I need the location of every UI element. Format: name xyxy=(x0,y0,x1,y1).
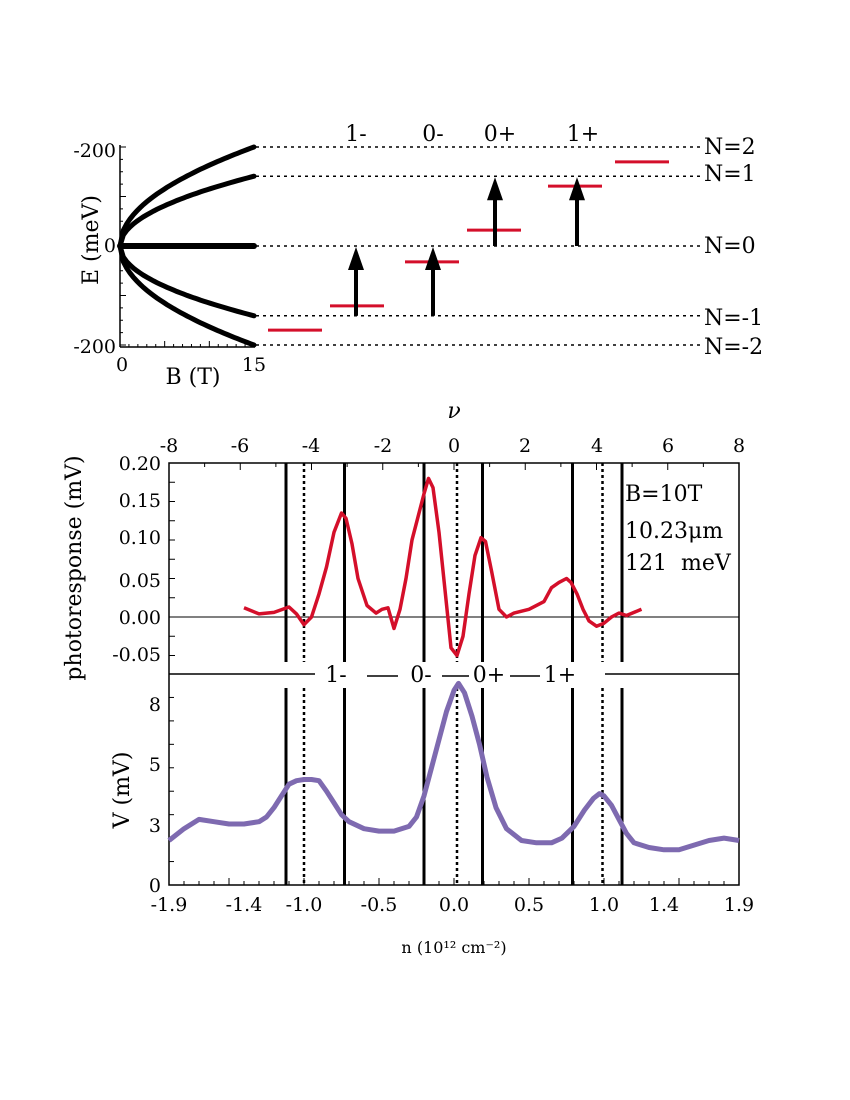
xtick-1_4: 1.4 xyxy=(649,894,679,916)
energy-xlabel: B (T) xyxy=(166,365,221,390)
xtick-m1_9: -1.9 xyxy=(151,894,188,916)
energy-ylabel: E (meV) xyxy=(79,195,104,285)
transition-arrow-head xyxy=(348,247,364,270)
pr-ylabel: photoresponse (mV) xyxy=(62,455,87,680)
energy-ytick-top: -200 xyxy=(73,140,116,162)
x-axis-label: n (10¹² cm⁻²) xyxy=(401,938,506,957)
level-label-nm1: N=-1 xyxy=(704,306,763,331)
data-curves xyxy=(167,476,740,853)
pr-ytick-0_05: 0.05 xyxy=(119,570,161,592)
top-tick-4: 4 xyxy=(591,435,603,457)
band-label-0plus: 0+ xyxy=(473,663,505,688)
landau-curve-N=1 xyxy=(117,173,257,249)
top-tick-m2: -2 xyxy=(374,435,393,457)
transition-lines xyxy=(284,463,624,885)
v-ytick-0: 0 xyxy=(149,875,161,897)
level-label-n2: N=2 xyxy=(704,135,756,160)
pr-ytick-0_20: 0.20 xyxy=(119,453,161,475)
band-label-1minus: 1- xyxy=(325,663,346,688)
v-ytick-8: 8 xyxy=(149,694,161,716)
pr-ytick-0_10: 0.10 xyxy=(119,527,161,549)
top-tick-m4: -4 xyxy=(302,435,321,457)
top-tick-6: 6 xyxy=(662,435,674,457)
pr-ytick-m0_05: -0.05 xyxy=(112,644,161,666)
top-tick-0: 0 xyxy=(448,435,460,457)
energy-ytick-zero: 0 xyxy=(104,235,116,257)
annotation-field: B=10T xyxy=(625,482,703,507)
band-label-0minus: 0- xyxy=(410,663,431,688)
landau-curve-N=2 xyxy=(117,144,257,249)
landau-curve-N=-2 xyxy=(117,243,257,348)
level-dotted-lines xyxy=(256,146,700,346)
level-label-nm2: N=-2 xyxy=(704,335,763,360)
xtick-1_9: 1.9 xyxy=(724,894,754,916)
transition-arrow-head xyxy=(425,247,441,270)
xtick-0_0: 0.0 xyxy=(439,894,469,916)
band-label-1plus: 1+ xyxy=(544,663,576,688)
energy-diagram: -200 0 -200 0 15 B (T) E (meV) N=2 N=1 N… xyxy=(73,122,763,390)
landau-level-curves xyxy=(117,144,257,348)
top-tick-m6: -6 xyxy=(231,435,250,457)
energy-ytick-bottom: -200 xyxy=(73,336,116,358)
energy-xtick-max: 15 xyxy=(242,354,266,376)
transition-label-0minus: 0- xyxy=(422,122,443,147)
photoresponse-chart: ν -8 -6 -4 -2 0 2 4 6 8 -1.9 -1.4 -1.0 -… xyxy=(62,399,754,957)
v-ytick-5: 5 xyxy=(149,754,161,776)
xtick-m0_5: -0.5 xyxy=(361,894,398,916)
top-tick-m8: -8 xyxy=(160,435,179,457)
v-ytick-3: 3 xyxy=(149,815,161,837)
top-axis-label: ν xyxy=(447,399,460,424)
transition-label-1plus: 1+ xyxy=(567,122,599,147)
transition-label-0plus: 0+ xyxy=(484,122,516,147)
landau-curve-N=-1 xyxy=(117,243,257,319)
xtick-1_0: 1.0 xyxy=(589,894,619,916)
xtick-m1_4: -1.4 xyxy=(226,894,263,916)
axis-ticks xyxy=(168,462,740,886)
voltage-curve xyxy=(167,680,740,853)
top-tick-8: 8 xyxy=(733,435,745,457)
v-ylabel: V (mV) xyxy=(110,752,135,830)
transition-arrow-head xyxy=(569,177,585,201)
pr-ytick-0_15: 0.15 xyxy=(119,490,161,512)
top-tick-2: 2 xyxy=(519,435,531,457)
level-label-n0: N=0 xyxy=(704,234,756,259)
xtick-0_5: 0.5 xyxy=(514,894,544,916)
level-label-n1: N=1 xyxy=(704,162,756,187)
annotation-energy: 121 meV xyxy=(625,551,732,576)
photoresponse-curve xyxy=(243,476,643,658)
transition-arrow-head xyxy=(487,177,503,201)
pr-ytick-0_00: 0.00 xyxy=(119,607,161,629)
transition-arrows xyxy=(348,177,585,316)
xtick-m1_0: -1.0 xyxy=(286,894,323,916)
energy-xtick-zero: 0 xyxy=(116,354,128,376)
annotation-wavelength: 10.23μm xyxy=(625,519,723,544)
transition-label-1minus: 1- xyxy=(345,122,366,147)
